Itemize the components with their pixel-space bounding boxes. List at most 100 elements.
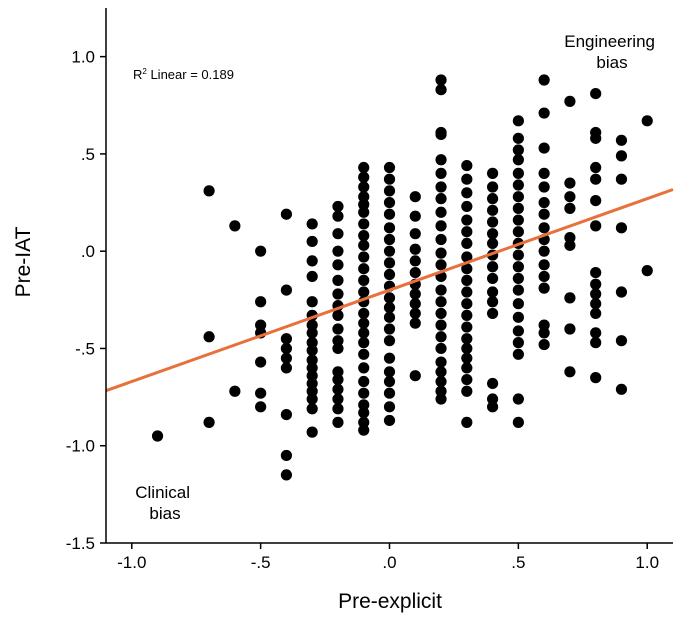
- data-point: [280, 352, 293, 364]
- data-point: [564, 202, 576, 214]
- data-point: [332, 200, 344, 213]
- data-point: [538, 327, 550, 339]
- data-point: [538, 142, 550, 154]
- data-point: [358, 198, 370, 211]
- data-point: [203, 185, 215, 197]
- data-point: [486, 401, 499, 413]
- data-point: [409, 191, 421, 203]
- data-point: [358, 263, 370, 275]
- data-point: [435, 342, 447, 355]
- data-point: [435, 307, 447, 320]
- data-point: [512, 325, 524, 337]
- data-point: [358, 239, 370, 251]
- data-point: [486, 261, 499, 273]
- data-point: [383, 401, 396, 413]
- x-tick-label: .0: [382, 553, 396, 572]
- data-point: [358, 251, 370, 263]
- data-point: [486, 228, 499, 240]
- data-point: [306, 362, 318, 374]
- y-tick-label: -1.0: [66, 437, 95, 456]
- data-point: [332, 228, 344, 240]
- data-point: [641, 115, 653, 127]
- data-point: [461, 237, 473, 249]
- data-point: [512, 179, 524, 191]
- data-point: [332, 259, 344, 271]
- data-point: [615, 173, 628, 185]
- x-axis-title: Pre-explicit: [338, 590, 442, 613]
- data-point: [306, 255, 318, 267]
- data-point: [383, 366, 396, 378]
- data-point: [615, 134, 628, 146]
- data-point: [435, 356, 447, 368]
- data-point: [512, 144, 524, 156]
- data-point: [358, 191, 370, 203]
- data-point: [306, 385, 318, 397]
- data-point: [332, 403, 344, 415]
- data-point: [461, 274, 473, 286]
- data-point: [332, 383, 344, 395]
- data-point: [255, 356, 267, 368]
- data-point: [280, 333, 293, 345]
- data-point: [358, 399, 370, 411]
- data-point: [538, 107, 550, 119]
- y-tick-label: -.5: [75, 339, 95, 358]
- data-point: [280, 409, 293, 421]
- data-point: [564, 239, 576, 251]
- clinical-bias-line-2: bias: [149, 504, 180, 523]
- data-point: [564, 323, 576, 335]
- data-point: [383, 161, 396, 174]
- data-point: [486, 307, 499, 320]
- data-point: [409, 317, 421, 329]
- data-point: [435, 206, 447, 218]
- data-point: [486, 272, 499, 285]
- data-point: [358, 337, 370, 349]
- data-point: [538, 181, 550, 193]
- data-point: [358, 286, 370, 298]
- data-point: [306, 235, 318, 248]
- data-point: [512, 202, 524, 214]
- data-point: [590, 288, 602, 300]
- data-point: [383, 335, 396, 347]
- data-point: [409, 210, 421, 222]
- data-point: [409, 307, 421, 320]
- data-point: [512, 132, 524, 144]
- data-point: [306, 426, 318, 438]
- data-point: [358, 424, 370, 436]
- data-point: [383, 196, 396, 209]
- data-point: [358, 218, 370, 230]
- data-point: [538, 259, 550, 271]
- data-point: [306, 270, 318, 283]
- data-point: [564, 231, 576, 244]
- data-points: [151, 74, 653, 481]
- data-point: [332, 373, 344, 386]
- data-point: [486, 193, 499, 205]
- data-point: [435, 167, 447, 179]
- data-point: [358, 387, 370, 399]
- engineering-bias-line-2: bias: [596, 53, 627, 72]
- data-point: [358, 317, 370, 329]
- data-point: [486, 393, 499, 405]
- y-tick-label: .0: [81, 242, 95, 261]
- data-point: [564, 191, 576, 203]
- data-point: [486, 216, 499, 228]
- data-point: [590, 278, 602, 290]
- data-point: [306, 393, 318, 405]
- data-point: [332, 416, 344, 428]
- data-point: [512, 337, 524, 349]
- data-point: [538, 270, 550, 283]
- data-point: [435, 181, 447, 193]
- data-point: [332, 210, 344, 222]
- data-point: [461, 298, 473, 310]
- data-point: [538, 245, 550, 257]
- data-point: [383, 257, 396, 269]
- data-point: [409, 255, 421, 267]
- fit-line: [105, 188, 674, 393]
- data-point: [383, 375, 396, 388]
- data-point: [590, 132, 602, 144]
- data-point: [229, 220, 241, 232]
- data-point: [332, 335, 344, 347]
- data-point: [306, 296, 318, 308]
- r2-text: Linear = 0.189: [147, 67, 234, 82]
- data-point: [409, 288, 421, 300]
- data-point: [332, 342, 344, 355]
